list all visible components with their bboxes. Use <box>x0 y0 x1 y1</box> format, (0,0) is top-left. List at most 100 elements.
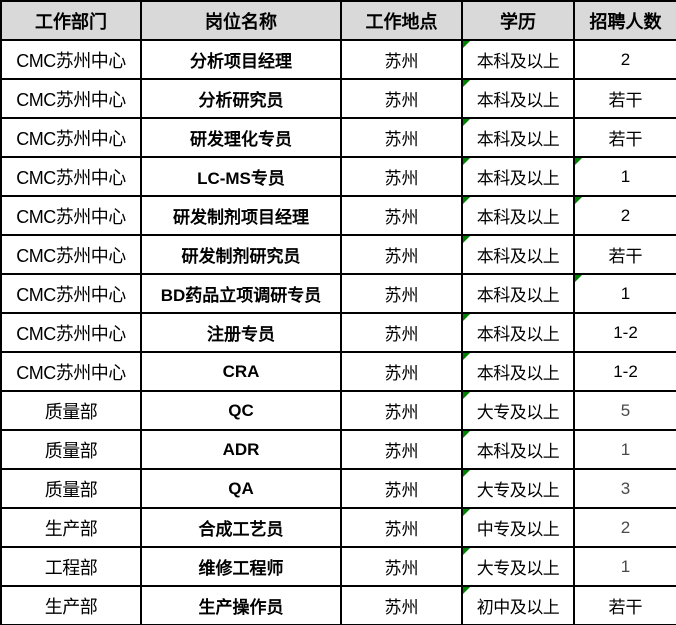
department-cell[interactable]: CMC苏州中心 <box>0 39 142 80</box>
column-header-location[interactable]: 工作地点 <box>340 0 463 41</box>
count-cell[interactable]: 1 <box>573 429 676 470</box>
count-cell[interactable]: 1 <box>573 546 676 587</box>
count-text: 2 <box>620 49 631 69</box>
count-text: 1 <box>620 166 631 186</box>
department-cell[interactable]: CMC苏州中心 <box>0 78 142 119</box>
education-cell[interactable]: 大专及以上 <box>461 390 575 431</box>
count-cell[interactable]: 若干 <box>573 117 676 158</box>
location-cell[interactable]: 苏州 <box>340 39 463 80</box>
position-cell[interactable]: ADR <box>140 429 342 470</box>
education-text: 大专及以上 <box>476 481 560 500</box>
position-cell[interactable]: 维修工程师 <box>140 546 342 587</box>
department-cell[interactable]: CMC苏州中心 <box>0 312 142 353</box>
cell-error-indicator-icon <box>464 549 470 555</box>
position-cell[interactable]: 注册专员 <box>140 312 342 353</box>
location-cell[interactable]: 苏州 <box>340 234 463 275</box>
location-text: 苏州 <box>384 520 419 539</box>
count-cell[interactable]: 1 <box>573 156 676 197</box>
count-cell[interactable]: 1-2 <box>573 312 676 353</box>
position-text: ADR <box>222 439 260 459</box>
department-cell[interactable]: 质量部 <box>0 390 142 431</box>
department-cell[interactable]: CMC苏州中心 <box>0 273 142 314</box>
table-row: 质量部 QA 苏州 大专及以上 3 <box>0 468 676 509</box>
location-cell[interactable]: 苏州 <box>340 78 463 119</box>
education-cell[interactable]: 本科及以上 <box>461 234 575 275</box>
education-cell[interactable]: 中专及以上 <box>461 507 575 548</box>
education-cell[interactable]: 本科及以上 <box>461 117 575 158</box>
position-text: QC <box>228 400 254 420</box>
count-cell[interactable]: 2 <box>573 39 676 80</box>
education-cell[interactable]: 本科及以上 <box>461 156 575 197</box>
position-cell[interactable]: 研发制剂项目经理 <box>140 195 342 236</box>
position-cell[interactable]: 合成工艺员 <box>140 507 342 548</box>
count-cell[interactable]: 若干 <box>573 234 676 275</box>
location-cell[interactable]: 苏州 <box>340 156 463 197</box>
education-cell[interactable]: 本科及以上 <box>461 312 575 353</box>
column-header-department[interactable]: 工作部门 <box>0 0 142 41</box>
count-cell[interactable]: 1 <box>573 273 676 314</box>
location-cell[interactable]: 苏州 <box>340 429 463 470</box>
location-text: 苏州 <box>384 52 419 71</box>
department-cell[interactable]: 工程部 <box>0 546 142 587</box>
cell-error-indicator-icon <box>464 159 470 165</box>
location-cell[interactable]: 苏州 <box>340 117 463 158</box>
education-text: 本科及以上 <box>476 169 560 188</box>
column-header-count[interactable]: 招聘人数 <box>573 0 676 41</box>
education-cell[interactable]: 本科及以上 <box>461 195 575 236</box>
count-cell[interactable]: 3 <box>573 468 676 509</box>
count-cell[interactable]: 2 <box>573 195 676 236</box>
education-cell[interactable]: 大专及以上 <box>461 546 575 587</box>
position-cell[interactable]: QC <box>140 390 342 431</box>
location-cell[interactable]: 苏州 <box>340 507 463 548</box>
position-cell[interactable]: 分析研究员 <box>140 78 342 119</box>
department-cell[interactable]: 生产部 <box>0 585 142 625</box>
education-cell[interactable]: 初中及以上 <box>461 585 575 625</box>
count-cell[interactable]: 1-2 <box>573 351 676 392</box>
location-cell[interactable]: 苏州 <box>340 585 463 625</box>
location-cell[interactable]: 苏州 <box>340 312 463 353</box>
position-text: 生产操作员 <box>198 598 284 617</box>
department-cell[interactable]: CMC苏州中心 <box>0 195 142 236</box>
education-cell[interactable]: 本科及以上 <box>461 273 575 314</box>
count-cell[interactable]: 若干 <box>573 585 676 625</box>
position-cell[interactable]: BD药品立项调研专员 <box>140 273 342 314</box>
position-cell[interactable]: 生产操作员 <box>140 585 342 625</box>
education-cell[interactable]: 本科及以上 <box>461 39 575 80</box>
location-cell[interactable]: 苏州 <box>340 195 463 236</box>
department-text: 生产部 <box>44 518 98 539</box>
department-cell[interactable]: CMC苏州中心 <box>0 156 142 197</box>
department-cell[interactable]: CMC苏州中心 <box>0 234 142 275</box>
column-header-position[interactable]: 岗位名称 <box>140 0 342 41</box>
department-cell[interactable]: 质量部 <box>0 468 142 509</box>
count-cell[interactable]: 5 <box>573 390 676 431</box>
column-header-education[interactable]: 学历 <box>461 0 575 41</box>
position-cell[interactable]: 研发理化专员 <box>140 117 342 158</box>
location-cell[interactable]: 苏州 <box>340 273 463 314</box>
department-text: 质量部 <box>44 401 98 422</box>
location-cell[interactable]: 苏州 <box>340 468 463 509</box>
count-text: 1 <box>620 439 631 459</box>
location-cell[interactable]: 苏州 <box>340 546 463 587</box>
education-cell[interactable]: 本科及以上 <box>461 351 575 392</box>
position-cell[interactable]: CRA <box>140 351 342 392</box>
education-cell[interactable]: 本科及以上 <box>461 429 575 470</box>
department-text: 质量部 <box>44 440 98 461</box>
department-cell[interactable]: CMC苏州中心 <box>0 351 142 392</box>
count-cell[interactable]: 若干 <box>573 78 676 119</box>
position-cell[interactable]: LC-MS专员 <box>140 156 342 197</box>
table-row: 工程部 维修工程师 苏州 大专及以上 1 <box>0 546 676 587</box>
position-cell[interactable]: 分析项目经理 <box>140 39 342 80</box>
position-cell[interactable]: QA <box>140 468 342 509</box>
count-cell[interactable]: 2 <box>573 507 676 548</box>
education-cell[interactable]: 本科及以上 <box>461 78 575 119</box>
department-cell[interactable]: CMC苏州中心 <box>0 117 142 158</box>
department-cell[interactable]: 生产部 <box>0 507 142 548</box>
location-cell[interactable]: 苏州 <box>340 351 463 392</box>
department-cell[interactable]: 质量部 <box>0 429 142 470</box>
education-cell[interactable]: 大专及以上 <box>461 468 575 509</box>
cell-error-indicator-icon <box>464 354 470 360</box>
position-cell[interactable]: 研发制剂研究员 <box>140 234 342 275</box>
table-row: 生产部 合成工艺员 苏州 中专及以上 2 <box>0 507 676 548</box>
location-cell[interactable]: 苏州 <box>340 390 463 431</box>
count-text: 1 <box>620 556 631 576</box>
